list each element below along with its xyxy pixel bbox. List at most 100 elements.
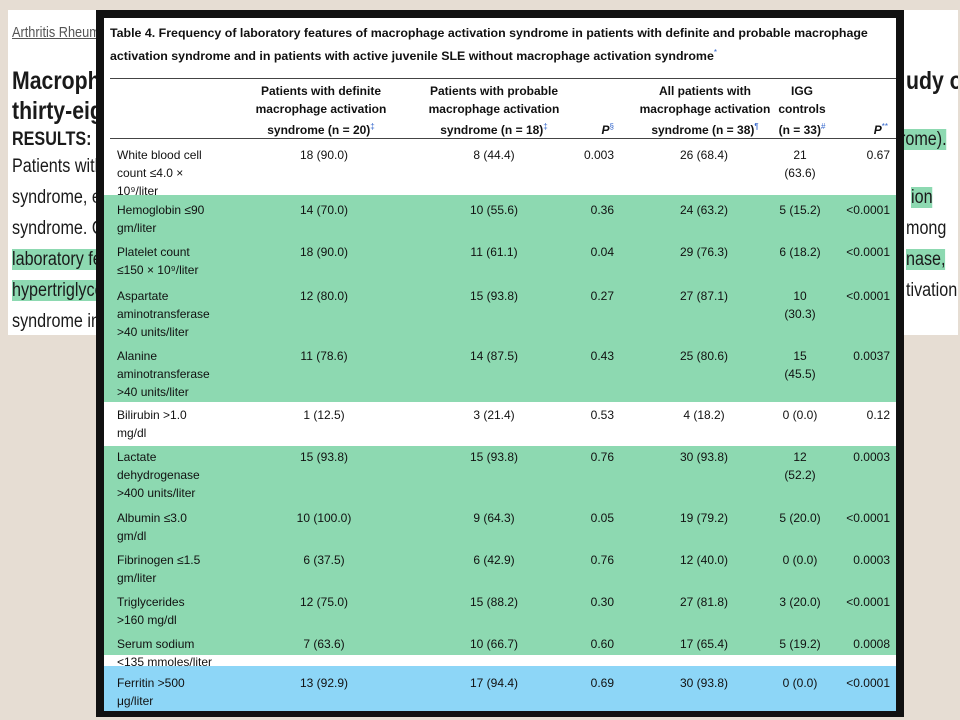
footnote-link[interactable]: ** <box>881 122 888 131</box>
p-value-2: 0.0003 <box>853 553 890 567</box>
results-label: RESULTS: <box>12 129 92 150</box>
all-value: 27 (81.8) <box>679 595 729 609</box>
footnote-link[interactable]: § <box>609 122 614 131</box>
article-line: hypertriglycer <box>12 280 109 301</box>
article-line-right: mong <box>906 218 947 239</box>
all-value: 24 (63.2) <box>679 203 729 217</box>
p-value-1: 0.04 <box>590 245 614 259</box>
p-value-2: 0.0037 <box>853 349 890 363</box>
probable-value: 17 (94.4) <box>469 676 519 690</box>
all-value: 4 (18.2) <box>683 408 725 422</box>
table-row: Ferritin >500 μg/liter 13 (92.9) 17 (94.4… <box>104 666 896 711</box>
definite-value: 11 (78.6) <box>300 349 348 363</box>
header-all: All patients with macrophage activation … <box>639 84 771 137</box>
igg-value: 5 (15.2) <box>779 203 821 217</box>
feature-label: Triglycerides >160 mg/dl <box>117 595 185 627</box>
table-row: Aspartate aminotransferase >40 units/liter… <box>104 283 896 344</box>
table-row: Platelet count ≤150 × 10⁹/liter 18 (90.0)… <box>104 241 896 283</box>
table-row: Triglycerides >160 mg/dl 12 (75.0) 15 (88… <box>104 591 896 633</box>
igg-value: 10 (30.3) <box>784 289 816 321</box>
header-igg: IGG controls (n = 33)# <box>778 84 826 137</box>
feature-label: Platelet count ≤150 × 10⁹/liter <box>117 245 199 277</box>
table-row: White blood cell count ≤4.0 × 10⁹/liter 18… <box>104 140 896 198</box>
feature-label: Albumin ≤3.0 gm/dl <box>117 511 187 543</box>
probable-value: 3 (21.4) <box>473 408 515 422</box>
footnote-link[interactable]: ¶ <box>754 122 759 131</box>
feature-label: Lactate dehydrogenase >400 units/liter <box>117 450 200 500</box>
p-value-1: 0.76 <box>590 553 614 567</box>
article-line-right: ion <box>911 187 933 208</box>
table-row: Bilirubin >1.0 mg/dl 1 (12.5) 3 (21.4) 0.… <box>104 402 896 446</box>
igg-value: 5 (19.2) <box>779 637 821 651</box>
definite-value: 18 (90.0) <box>299 245 349 259</box>
article-title-right: udy of <box>906 66 958 96</box>
igg-value: 15 (45.5) <box>784 349 816 381</box>
probable-value: 10 (55.6) <box>469 203 519 217</box>
article-line-right: tivation <box>906 280 958 301</box>
feature-label: Serum sodium <135 mmoles/liter <box>117 635 239 671</box>
p-value-2: 0.67 <box>866 148 890 162</box>
probable-value: 15 (93.8) <box>469 289 519 303</box>
article-line: syndrome. Ov <box>12 218 113 239</box>
p-value-1: 0.27 <box>590 289 614 303</box>
p-value-1: 0.05 <box>590 511 614 525</box>
journal-name[interactable]: Arthritis Rheum <box>12 24 100 41</box>
p-value-1: 0.43 <box>590 349 614 363</box>
p-value-1: 0.76 <box>590 450 614 464</box>
feature-label: White blood cell count ≤4.0 × 10⁹/liter <box>117 148 202 198</box>
article-title-line: Macropha <box>12 67 113 95</box>
definite-value: 10 (100.0) <box>296 511 352 525</box>
feature-label: Aspartate aminotransferase >40 units/liter <box>117 289 210 339</box>
table-row: Lactate dehydrogenase >400 units/liter 15 … <box>104 446 896 507</box>
probable-value: 15 (88.2) <box>469 595 519 609</box>
footnote-link[interactable]: ‡ <box>370 122 375 131</box>
probable-value: 9 (64.3) <box>473 511 515 525</box>
footnote-link[interactable]: # <box>820 122 826 131</box>
header-top-rule <box>110 78 896 79</box>
article-line: syndrome in j <box>12 311 109 332</box>
table-row: Hemoglobin ≤90 gm/liter 14 (70.0) 10 (55.… <box>104 195 896 241</box>
p-value-2: 0.0003 <box>853 450 890 464</box>
table-row: Fibrinogen ≤1.5 gm/liter 6 (37.5) 6 (42.9… <box>104 549 896 591</box>
results-line: RESULTS: T <box>12 128 106 152</box>
all-value: 12 (40.0) <box>679 553 729 567</box>
table-row: Albumin ≤3.0 gm/dl 10 (100.0) 9 (64.3) 0.… <box>104 507 896 549</box>
probable-value: 11 (61.1) <box>470 245 518 259</box>
article-line: Patients with <box>12 156 104 177</box>
p-value-2: <0.0001 <box>846 511 890 525</box>
igg-value: 21 (63.6) <box>784 148 816 180</box>
feature-label: Alanine aminotransferase >40 units/liter <box>117 349 210 399</box>
header-p1: P§ <box>601 122 614 137</box>
definite-value: 15 (93.8) <box>299 450 349 464</box>
probable-value: 8 (44.4) <box>473 148 515 162</box>
article-line-right: nase, <box>906 249 946 270</box>
header-bottom-rule <box>110 138 896 139</box>
p-value-1: 0.60 <box>590 637 614 651</box>
igg-value: 3 (20.0) <box>779 595 821 609</box>
probable-value: 6 (42.9) <box>473 553 515 567</box>
all-value: 17 (65.4) <box>679 637 729 651</box>
p-value-2: <0.0001 <box>846 289 890 303</box>
all-value: 30 (93.8) <box>679 676 729 690</box>
caption-footnote-link[interactable]: * <box>713 48 717 57</box>
table-row: Serum sodium <135 mmoles/liter 7 (63.6) 1… <box>104 633 896 671</box>
igg-value: 5 (20.0) <box>779 511 821 525</box>
header-probable: Patients with probable macrophage activa… <box>428 84 560 137</box>
header-definite: Patients with definite macrophage activa… <box>255 84 387 137</box>
p-value-2: 0.12 <box>866 408 890 422</box>
p-value-2: <0.0001 <box>846 203 890 217</box>
p-value-2: <0.0001 <box>846 676 890 690</box>
p-value-1: 0.36 <box>590 203 614 217</box>
definite-value: 14 (70.0) <box>299 203 349 217</box>
header-p2: P** <box>873 122 888 137</box>
definite-value: 6 (37.5) <box>303 553 345 567</box>
p-value-2: <0.0001 <box>846 245 890 259</box>
results-highlight-right: drome). <box>891 129 947 150</box>
all-value: 30 (93.8) <box>679 450 729 464</box>
article-line: laboratory fea <box>12 249 111 270</box>
results-line-right: drome). <box>891 128 947 152</box>
footnote-link[interactable]: ‡ <box>543 122 548 131</box>
all-value: 25 (80.6) <box>679 349 729 363</box>
table-row: Alanine aminotransferase >40 units/liter 1… <box>104 344 896 402</box>
p-value-1: 0.53 <box>590 408 614 422</box>
